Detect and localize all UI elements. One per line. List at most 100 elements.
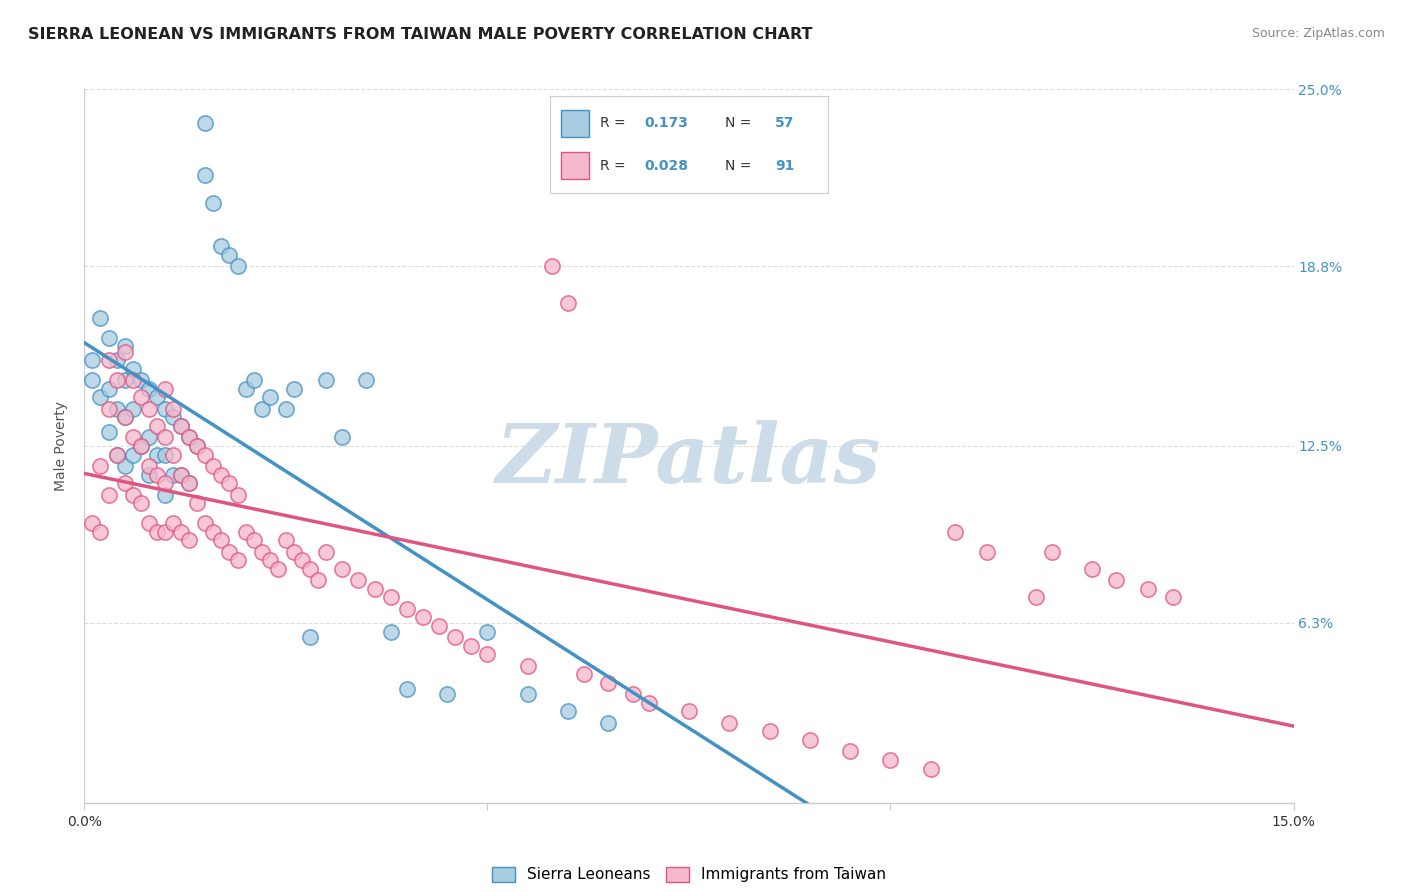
- Immigrants from Taiwan: [97, 353, 120, 368]
- Sierra Leoneans: [146, 391, 169, 405]
- Immigrants from Taiwan: [153, 524, 176, 539]
- Sierra Leoneans: [129, 439, 152, 453]
- Sierra Leoneans: [516, 687, 538, 701]
- Sierra Leoneans: [477, 624, 499, 639]
- Immigrants from Taiwan: [129, 496, 152, 510]
- Immigrants from Taiwan: [1105, 573, 1128, 587]
- Immigrants from Taiwan: [444, 630, 467, 644]
- Immigrants from Taiwan: [460, 639, 482, 653]
- Sierra Leoneans: [138, 382, 160, 396]
- Immigrants from Taiwan: [218, 476, 240, 491]
- Immigrants from Taiwan: [209, 467, 232, 482]
- Sierra Leoneans: [218, 248, 240, 262]
- Immigrants from Taiwan: [202, 524, 225, 539]
- Immigrants from Taiwan: [121, 373, 143, 387]
- Legend: Sierra Leoneans, Immigrants from Taiwan: Sierra Leoneans, Immigrants from Taiwan: [486, 861, 891, 888]
- Sierra Leoneans: [129, 373, 152, 387]
- Sierra Leoneans: [179, 430, 201, 444]
- Immigrants from Taiwan: [637, 696, 659, 710]
- Sierra Leoneans: [82, 373, 104, 387]
- Sierra Leoneans: [114, 458, 136, 473]
- Immigrants from Taiwan: [170, 524, 193, 539]
- Immigrants from Taiwan: [678, 705, 700, 719]
- Immigrants from Taiwan: [621, 687, 644, 701]
- Sierra Leoneans: [97, 425, 120, 439]
- Sierra Leoneans: [162, 467, 184, 482]
- Sierra Leoneans: [380, 624, 402, 639]
- Immigrants from Taiwan: [242, 533, 264, 548]
- Immigrants from Taiwan: [179, 430, 201, 444]
- Immigrants from Taiwan: [412, 610, 434, 624]
- Immigrants from Taiwan: [179, 533, 201, 548]
- Sierra Leoneans: [557, 705, 579, 719]
- Sierra Leoneans: [153, 487, 176, 501]
- Sierra Leoneans: [209, 239, 232, 253]
- Immigrants from Taiwan: [380, 591, 402, 605]
- Immigrants from Taiwan: [363, 582, 385, 596]
- Immigrants from Taiwan: [1161, 591, 1184, 605]
- Immigrants from Taiwan: [235, 524, 257, 539]
- Sierra Leoneans: [121, 362, 143, 376]
- Immigrants from Taiwan: [162, 448, 184, 462]
- Sierra Leoneans: [356, 373, 378, 387]
- Immigrants from Taiwan: [105, 448, 128, 462]
- Sierra Leoneans: [179, 476, 201, 491]
- Sierra Leoneans: [153, 448, 176, 462]
- Sierra Leoneans: [121, 448, 143, 462]
- Immigrants from Taiwan: [274, 533, 297, 548]
- Text: SIERRA LEONEAN VS IMMIGRANTS FROM TAIWAN MALE POVERTY CORRELATION CHART: SIERRA LEONEAN VS IMMIGRANTS FROM TAIWAN…: [28, 27, 813, 42]
- Immigrants from Taiwan: [976, 544, 998, 558]
- Immigrants from Taiwan: [427, 619, 450, 633]
- Immigrants from Taiwan: [799, 733, 821, 747]
- Immigrants from Taiwan: [194, 516, 217, 530]
- Immigrants from Taiwan: [557, 296, 579, 310]
- Sierra Leoneans: [299, 630, 322, 644]
- Immigrants from Taiwan: [250, 544, 273, 558]
- Sierra Leoneans: [170, 419, 193, 434]
- Immigrants from Taiwan: [1081, 562, 1104, 576]
- Immigrants from Taiwan: [146, 524, 169, 539]
- Immigrants from Taiwan: [186, 496, 208, 510]
- Immigrants from Taiwan: [138, 458, 160, 473]
- Immigrants from Taiwan: [920, 762, 942, 776]
- Immigrants from Taiwan: [146, 467, 169, 482]
- Sierra Leoneans: [194, 116, 217, 130]
- Immigrants from Taiwan: [129, 391, 152, 405]
- Sierra Leoneans: [226, 259, 249, 273]
- Immigrants from Taiwan: [121, 430, 143, 444]
- Sierra Leoneans: [250, 401, 273, 416]
- Immigrants from Taiwan: [879, 753, 901, 767]
- Sierra Leoneans: [194, 168, 217, 182]
- Sierra Leoneans: [97, 382, 120, 396]
- Immigrants from Taiwan: [259, 553, 281, 567]
- Immigrants from Taiwan: [839, 744, 862, 758]
- Immigrants from Taiwan: [138, 516, 160, 530]
- Sierra Leoneans: [162, 410, 184, 425]
- Immigrants from Taiwan: [1137, 582, 1160, 596]
- Immigrants from Taiwan: [758, 724, 780, 739]
- Immigrants from Taiwan: [194, 448, 217, 462]
- Sierra Leoneans: [105, 353, 128, 368]
- Immigrants from Taiwan: [153, 476, 176, 491]
- Immigrants from Taiwan: [186, 439, 208, 453]
- Immigrants from Taiwan: [129, 439, 152, 453]
- Immigrants from Taiwan: [226, 553, 249, 567]
- Sierra Leoneans: [315, 373, 337, 387]
- Immigrants from Taiwan: [105, 373, 128, 387]
- Sierra Leoneans: [186, 439, 208, 453]
- Immigrants from Taiwan: [541, 259, 564, 273]
- Sierra Leoneans: [598, 715, 620, 730]
- Sierra Leoneans: [82, 353, 104, 368]
- Sierra Leoneans: [283, 382, 305, 396]
- Immigrants from Taiwan: [330, 562, 353, 576]
- Immigrants from Taiwan: [477, 648, 499, 662]
- Immigrants from Taiwan: [1040, 544, 1063, 558]
- Immigrants from Taiwan: [114, 476, 136, 491]
- Immigrants from Taiwan: [572, 667, 595, 681]
- Sierra Leoneans: [97, 330, 120, 344]
- Immigrants from Taiwan: [516, 658, 538, 673]
- Sierra Leoneans: [153, 401, 176, 416]
- Immigrants from Taiwan: [114, 410, 136, 425]
- Immigrants from Taiwan: [291, 553, 314, 567]
- Immigrants from Taiwan: [179, 476, 201, 491]
